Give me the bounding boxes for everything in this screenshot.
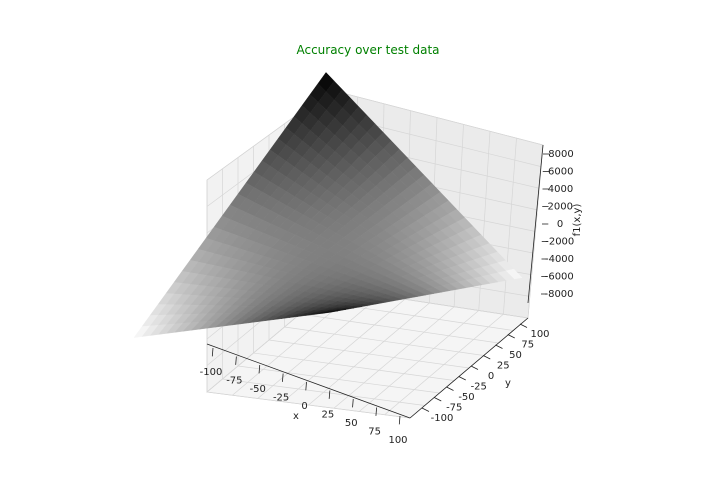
y-axis-tick-label: -100 [431,413,454,424]
y-axis-tick [519,323,528,328]
y-axis-tick [470,365,479,370]
x-axis-tick-label: 100 [388,435,407,446]
y-axis-tick-label: 50 [509,350,522,361]
x-axis-tick-label: 75 [368,427,381,438]
x-axis-tick [328,390,331,399]
z-axis-tick-label: 0 [557,219,563,230]
z-axis-tick-label: 4000 [548,184,573,195]
z-axis-tick-label: 8000 [548,149,573,160]
surface-patch [321,310,339,314]
x-axis-tick [398,415,401,425]
y-axis-tick-label: 25 [497,361,510,372]
x-axis-tick-label: 0 [301,401,307,412]
x-axis-tick-label: -50 [250,384,266,395]
z-axis-tick-label: -4000 [545,254,574,265]
y-axis-tick-label: -25 [471,382,487,393]
chart-title: Accuracy over test data [296,43,439,57]
y-axis-tick [507,334,515,339]
z-axis-tick-label: -6000 [545,272,574,283]
y-axis-tick [446,386,454,391]
z-axis: -8000 -6000 -4000 -2000 0 2000 4000 6000 8000 [527,144,574,304]
x-axis-tick [211,347,214,357]
x-axis-tick-label: 50 [345,418,358,429]
x-axis-tick [352,398,354,408]
y-axis-tick-label: 75 [521,340,534,351]
y-axis-tick [434,397,442,402]
x-axis-tick [375,407,378,416]
y-axis-label: y [505,378,511,389]
y-axis-tick-label: -50 [458,392,474,403]
x-axis-tick [282,373,284,382]
y-axis-tick [458,376,466,381]
z-axis-tick-label: 6000 [548,167,573,178]
y-axis-tick [421,407,430,412]
y-axis-tick [483,355,491,360]
x-axis-label: x [293,411,299,422]
z-axis-label: f1(x,y) [572,204,583,237]
surface-plot [133,72,523,338]
z-axis-tick-label: -8000 [544,289,573,300]
x-axis-tick [258,364,261,374]
x-axis-tick [305,381,307,391]
x-axis-tick-label: -100 [200,367,223,378]
x-axis-tick [235,356,237,365]
x-axis-tick-label: -75 [226,376,242,387]
z-axis-tick-label: 2000 [548,202,573,213]
x-axis-tick-label: 25 [322,410,335,421]
y-axis-tick-label: 100 [530,329,549,340]
y-axis-tick-label: 0 [488,371,494,382]
y-axis-tick [495,344,503,349]
y-axis-tick-label: -75 [446,403,462,414]
z-axis-tick-label: -2000 [545,237,574,248]
x-axis: -100-75 -50 -25 0 25 50 75 100 [200,343,411,446]
x-axis-tick-label: -25 [273,393,289,404]
